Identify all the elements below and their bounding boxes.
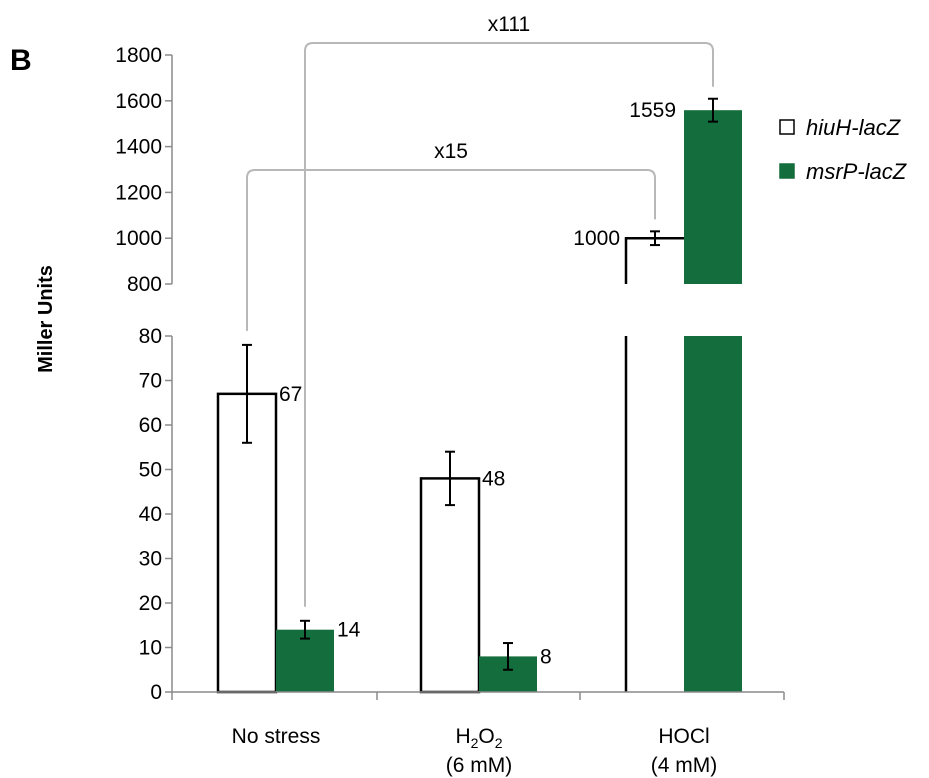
y-tick-label: 1800 xyxy=(115,44,162,67)
bar-msrP-lacZ-2-lower xyxy=(684,336,742,692)
category-label: H2O2 xyxy=(455,725,502,751)
y-tick-label: 80 xyxy=(139,325,162,348)
bar-msrP-lacZ-2-upper xyxy=(684,110,742,284)
category-label-part: 2 xyxy=(471,735,479,751)
panel-label: B xyxy=(10,44,32,77)
bar-hiuH-lacZ-1 xyxy=(421,478,479,692)
y-tick-label: 800 xyxy=(127,273,162,296)
category-label-part: H xyxy=(455,725,470,748)
category-label: HOCl xyxy=(658,725,709,748)
bracket-x111 xyxy=(305,43,713,607)
category-label-part: O xyxy=(478,725,494,748)
value-label: 14 xyxy=(337,619,361,642)
value-label: 1000 xyxy=(573,227,620,250)
legend-label: msrP-lacZ xyxy=(806,159,908,184)
y-tick-label: 70 xyxy=(139,370,162,393)
value-label: 48 xyxy=(482,467,505,490)
y-axis-label: Miller Units xyxy=(35,265,57,373)
y-tick-label: 10 xyxy=(139,637,162,660)
category-label-line2: (4 mM) xyxy=(651,754,718,777)
legend-label: hiuH-lacZ xyxy=(806,115,902,140)
category-label-part: 2 xyxy=(495,735,503,751)
legend-swatch-msrP-lacZ xyxy=(780,164,794,178)
bracket-label: x111 xyxy=(488,13,530,36)
bracket-x15 xyxy=(247,170,655,331)
y-tick-label: 1000 xyxy=(115,227,162,250)
y-tick-label: 1600 xyxy=(115,90,162,113)
y-tick-label: 0 xyxy=(150,681,162,704)
y-tick-label: 40 xyxy=(139,503,162,526)
y-tick-label: 30 xyxy=(139,548,162,571)
y-tick-label: 1200 xyxy=(115,181,162,204)
legend-swatch-hiuH-lacZ xyxy=(780,120,794,134)
y-tick-label: 60 xyxy=(139,414,162,437)
y-tick-label: 20 xyxy=(139,592,162,615)
bracket-label: x15 xyxy=(434,140,468,163)
value-label: 1559 xyxy=(629,99,676,122)
y-tick-label: 50 xyxy=(139,459,162,482)
y-tick-label: 1400 xyxy=(115,136,162,159)
value-label: 67 xyxy=(279,383,302,406)
value-label: 8 xyxy=(540,645,552,668)
category-label: No stress xyxy=(232,725,321,748)
category-label-line2: (6 mM) xyxy=(446,754,513,777)
